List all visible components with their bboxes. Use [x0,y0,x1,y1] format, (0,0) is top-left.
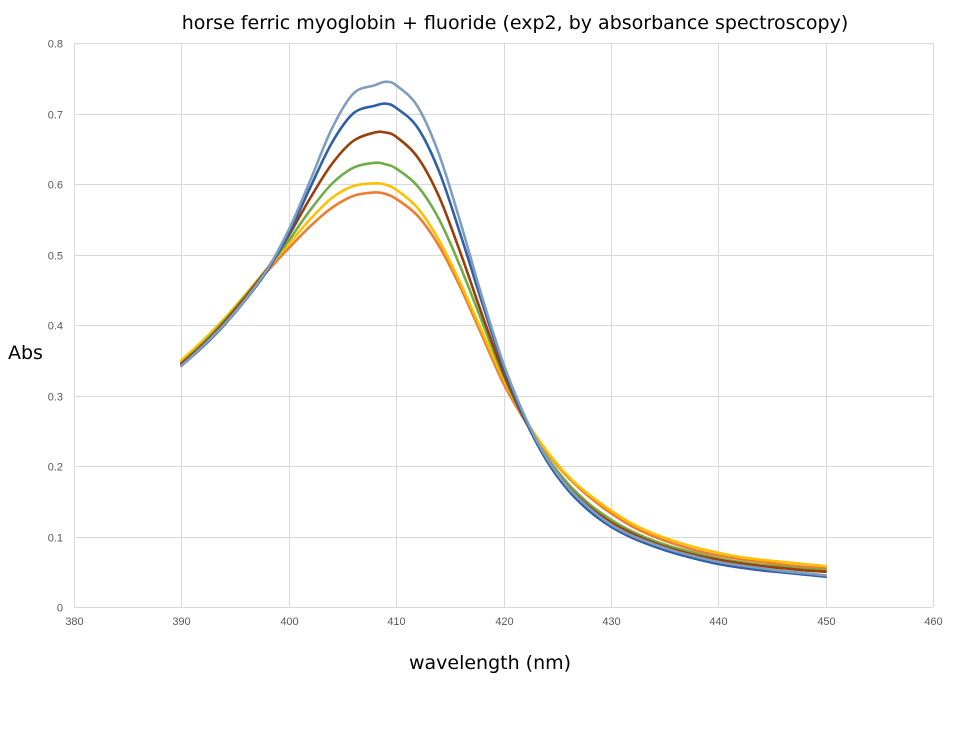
x-tick-label: 440 [709,616,727,628]
series-line-1 [180,80,827,577]
x-axis-label: wavelength (nm) [409,652,571,674]
x-tick-label: 410 [387,616,405,628]
y-tick-label: 0.4 [48,321,63,333]
x-tick-label: 390 [172,616,190,628]
series-line-4 [180,161,827,572]
x-tick-label: 460 [924,616,942,628]
series-line-5 [180,181,827,568]
series-line-3 [180,130,827,574]
y-tick-label: 0.8 [48,39,63,51]
x-tick-label: 450 [817,616,835,628]
series-line-6 [180,191,827,570]
x-tick-label: 430 [602,616,620,628]
x-tick-label: 400 [280,616,298,628]
y-tick-label: 0.3 [48,392,63,404]
y-tick-label: 0 [57,603,63,615]
y-axis-label: Abs [8,342,43,364]
chart-title: horse ferric myoglobin + fluoride (exp2,… [182,12,849,34]
series-line-2 [180,102,827,578]
y-tick-label: 0.5 [48,251,63,263]
x-tick-label: 380 [65,616,83,628]
y-tick-label: 0.7 [48,110,63,122]
tick-labels: 0 0.1 0.2 0.3 0.4 0.5 0.6 0.7 0.8 380 390 400 410 420… [48,39,943,629]
grid-lines [74,43,934,608]
y-tick-label: 0.6 [48,180,63,192]
x-tick-label: 420 [495,616,513,628]
y-tick-label: 0.1 [48,533,63,545]
series-lines [180,80,827,578]
y-tick-label: 0.2 [48,462,63,474]
